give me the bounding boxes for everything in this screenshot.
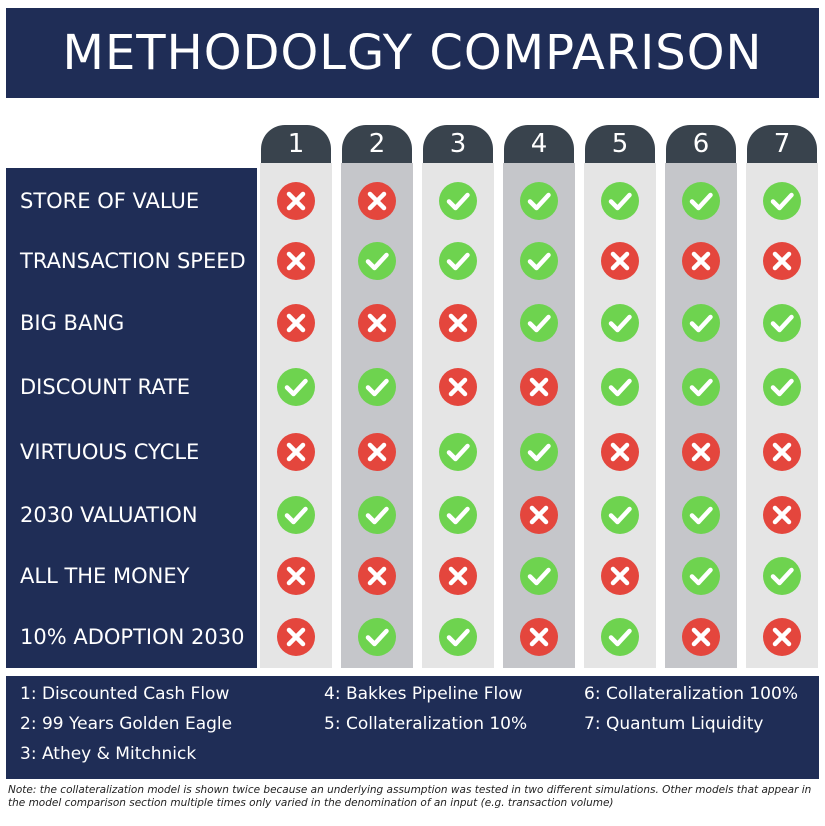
x-icon — [439, 304, 477, 342]
check-icon — [439, 182, 477, 220]
check-icon — [601, 496, 639, 534]
check-icon — [682, 557, 720, 595]
x-icon — [277, 242, 315, 280]
check-icon — [682, 368, 720, 406]
check-icon — [601, 368, 639, 406]
chart-title: METHODOLGY COMPARISON — [62, 25, 763, 81]
row-label: 10% ADOPTION 2030 — [20, 625, 245, 649]
x-icon — [763, 496, 801, 534]
check-icon — [277, 496, 315, 534]
x-icon — [277, 304, 315, 342]
check-icon — [439, 433, 477, 471]
check-icon — [439, 496, 477, 534]
x-icon — [601, 433, 639, 471]
column-header: 1 — [261, 125, 331, 163]
check-icon — [601, 618, 639, 656]
column-header: 5 — [585, 125, 655, 163]
x-icon — [277, 182, 315, 220]
check-icon — [601, 304, 639, 342]
legend-item: 7: Quantum Liquidity — [584, 714, 764, 734]
x-icon — [682, 618, 720, 656]
legend: 1: Discounted Cash Flow 2: 99 Years Gold… — [6, 676, 819, 779]
check-icon — [358, 242, 396, 280]
x-icon — [439, 368, 477, 406]
column-header: 6 — [666, 125, 736, 163]
x-icon — [763, 433, 801, 471]
legend-item: 2: 99 Years Golden Eagle — [20, 714, 233, 734]
footnote: Note: the collateralization model is sho… — [8, 784, 812, 809]
x-icon — [277, 557, 315, 595]
row-label: 2030 VALUATION — [20, 503, 198, 527]
x-icon — [358, 557, 396, 595]
x-icon — [520, 618, 558, 656]
check-icon — [520, 557, 558, 595]
legend-item: 3: Athey & Mitchnick — [20, 744, 197, 764]
row-label: DISCOUNT RATE — [20, 375, 191, 399]
row-label: ALL THE MONEY — [20, 564, 190, 588]
x-icon — [763, 242, 801, 280]
x-icon — [277, 433, 315, 471]
check-icon — [520, 433, 558, 471]
x-icon — [520, 368, 558, 406]
row-label: STORE OF VALUE — [20, 189, 200, 213]
title-bar: METHODOLGY COMPARISON — [6, 8, 819, 98]
check-icon — [763, 182, 801, 220]
x-icon — [520, 496, 558, 534]
x-icon — [682, 433, 720, 471]
check-icon — [358, 496, 396, 534]
check-icon — [682, 496, 720, 534]
row-label: TRANSACTION SPEED — [20, 249, 246, 273]
check-icon — [520, 182, 558, 220]
column-header: 3 — [423, 125, 493, 163]
column-header: 2 — [342, 125, 412, 163]
check-icon — [601, 182, 639, 220]
column-header: 4 — [504, 125, 574, 163]
check-icon — [520, 242, 558, 280]
x-icon — [763, 618, 801, 656]
x-icon — [358, 304, 396, 342]
legend-item: 4: Bakkes Pipeline Flow — [324, 684, 523, 704]
legend-item: 1: Discounted Cash Flow — [20, 684, 230, 704]
check-icon — [520, 304, 558, 342]
x-icon — [358, 433, 396, 471]
x-icon — [358, 182, 396, 220]
legend-item: 5: Collateralization 10% — [324, 714, 528, 734]
check-icon — [358, 618, 396, 656]
x-icon — [439, 557, 477, 595]
check-icon — [763, 368, 801, 406]
row-label: VIRTUOUS CYCLE — [20, 440, 200, 464]
check-icon — [682, 182, 720, 220]
check-icon — [763, 304, 801, 342]
check-icon — [277, 368, 315, 406]
check-icon — [682, 304, 720, 342]
x-icon — [601, 242, 639, 280]
check-icon — [763, 557, 801, 595]
x-icon — [277, 618, 315, 656]
row-label-panel: STORE OF VALUE TRANSACTION SPEED BIG BAN… — [6, 168, 257, 668]
legend-item: 6: Collateralization 100% — [584, 684, 798, 704]
column-header: 7 — [747, 125, 817, 163]
x-icon — [682, 242, 720, 280]
row-label: BIG BANG — [20, 311, 125, 335]
check-icon — [439, 242, 477, 280]
x-icon — [601, 557, 639, 595]
check-icon — [358, 368, 396, 406]
check-icon — [439, 618, 477, 656]
